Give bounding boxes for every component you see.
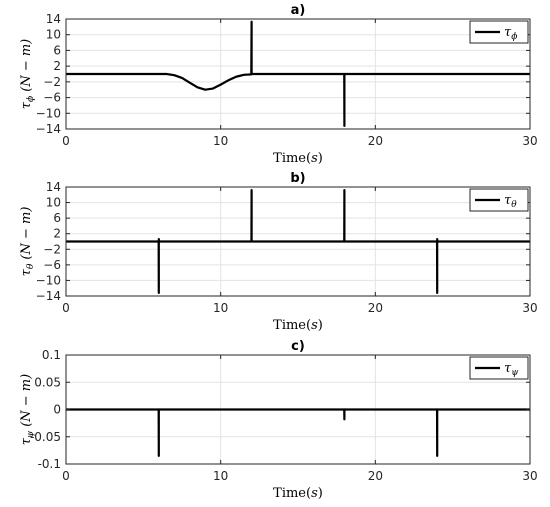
y-tick-label: 0 <box>53 403 61 417</box>
y-tick-label: −6 <box>43 258 61 272</box>
y-tick-label: 10 <box>46 28 61 42</box>
y-tick-label: −10 <box>36 106 61 120</box>
legend: τϕ <box>469 20 529 44</box>
y-tick-label: 6 <box>53 211 61 225</box>
y-axis-label: τϕ (N − m) <box>19 39 36 109</box>
y-tick-label: −14 <box>36 122 61 136</box>
y-tick-label: 10 <box>46 196 61 210</box>
x-tick-label: 20 <box>368 469 383 483</box>
x-tick-label: 30 <box>522 301 537 315</box>
legend: τθ <box>469 188 529 212</box>
y-axis-label: τψ (N − m) <box>19 374 36 445</box>
x-tick-label: 10 <box>213 301 228 315</box>
y-tick-label: 0.05 <box>34 375 61 389</box>
y-tick-label: −6 <box>43 91 61 105</box>
y-tick-label: −2 <box>43 242 61 256</box>
y-tick-label: -0.05 <box>30 430 61 444</box>
series-line-1 <box>66 408 530 457</box>
x-tick-label: 20 <box>368 301 383 315</box>
y-tick-label: 0.1 <box>42 348 61 362</box>
subplot-title: b) <box>290 171 305 186</box>
y-tick-label: −14 <box>36 289 61 303</box>
y-tick-label: 14 <box>46 12 61 26</box>
subplot-3: 0 10 20 30 0.1 0.05 0 -0.05 -0.1 c) Time(s) τψ (N −… <box>19 339 538 501</box>
legend-label: τθ <box>504 193 517 210</box>
legend-label: τψ <box>504 361 519 378</box>
y-tick-label: -0.1 <box>38 457 61 471</box>
legend: τψ <box>469 356 529 380</box>
subplot-title: c) <box>291 339 305 354</box>
y-tick-label: −2 <box>43 75 61 89</box>
x-tick-label: 10 <box>213 134 228 148</box>
x-axis-label: Time(s) <box>273 318 323 333</box>
legend-label: τϕ <box>504 25 517 42</box>
x-tick-label: 10 <box>213 469 228 483</box>
x-axis-label: Time(s) <box>273 151 323 166</box>
series-line-1 <box>66 189 530 294</box>
x-tick-label: 30 <box>522 134 537 148</box>
y-tick-label: 2 <box>53 59 61 73</box>
x-tick-label: 30 <box>522 469 537 483</box>
x-tick-label: 20 <box>368 134 383 148</box>
x-tick-label: 0 <box>62 469 70 483</box>
x-axis-label: Time(s) <box>273 486 323 501</box>
y-tick-label: 2 <box>53 227 61 241</box>
axes-frame <box>65 186 531 297</box>
x-tick-label: 0 <box>62 301 70 315</box>
y-tick-label: 14 <box>46 180 61 194</box>
axes-frame <box>65 18 531 130</box>
y-tick-label: −10 <box>36 273 61 287</box>
subplot-title: a) <box>291 3 306 18</box>
y-axis-label: τθ (N − m) <box>19 207 36 277</box>
series-line-1 <box>66 20 530 127</box>
y-tick-label: 6 <box>53 43 61 57</box>
x-tick-label: 0 <box>62 134 70 148</box>
